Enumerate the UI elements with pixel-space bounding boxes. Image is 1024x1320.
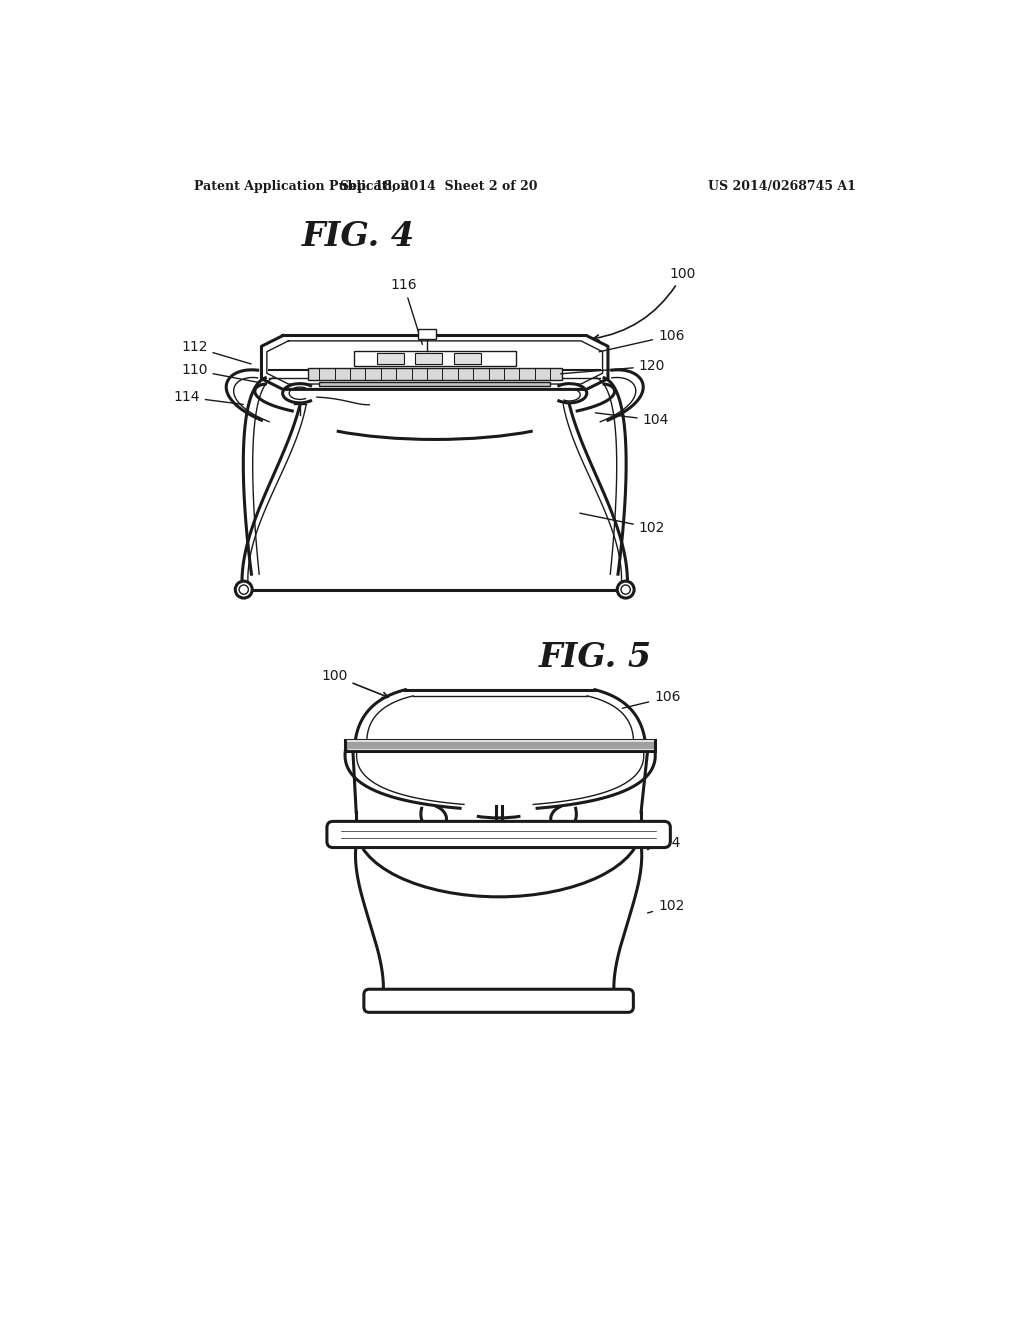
Text: 102: 102 (647, 899, 684, 913)
Text: 106: 106 (623, 690, 681, 709)
FancyBboxPatch shape (327, 821, 671, 847)
FancyBboxPatch shape (364, 989, 634, 1012)
Bar (319, 381, 550, 387)
Bar (418, 329, 436, 339)
Circle shape (617, 581, 634, 598)
Bar (354, 351, 515, 367)
Text: 116: 116 (390, 279, 422, 345)
Text: 112: 112 (181, 341, 251, 364)
Text: Sep. 18, 2014  Sheet 2 of 20: Sep. 18, 2014 Sheet 2 of 20 (340, 181, 538, 194)
Text: 110: 110 (181, 363, 260, 383)
Text: 102: 102 (580, 513, 666, 535)
Text: 104: 104 (647, 836, 681, 850)
Circle shape (621, 585, 631, 594)
Text: FIG. 5: FIG. 5 (539, 642, 652, 675)
Circle shape (240, 585, 249, 594)
Text: Patent Application Publication: Patent Application Publication (194, 181, 410, 194)
Circle shape (236, 581, 252, 598)
Bar (341, 830, 656, 838)
Bar (454, 354, 481, 364)
Text: FIG. 4: FIG. 4 (301, 220, 415, 253)
Bar (416, 354, 442, 364)
Text: 114: 114 (173, 391, 244, 404)
Text: 100: 100 (322, 669, 388, 698)
Bar (307, 368, 562, 380)
Bar (345, 739, 655, 751)
Text: 120: 120 (561, 359, 666, 374)
Text: 106: 106 (599, 329, 684, 352)
Bar (377, 354, 403, 364)
Text: 100: 100 (593, 267, 696, 341)
Text: 104: 104 (595, 413, 669, 428)
Text: 108: 108 (331, 820, 423, 842)
Text: US 2014/0268745 A1: US 2014/0268745 A1 (708, 181, 856, 194)
